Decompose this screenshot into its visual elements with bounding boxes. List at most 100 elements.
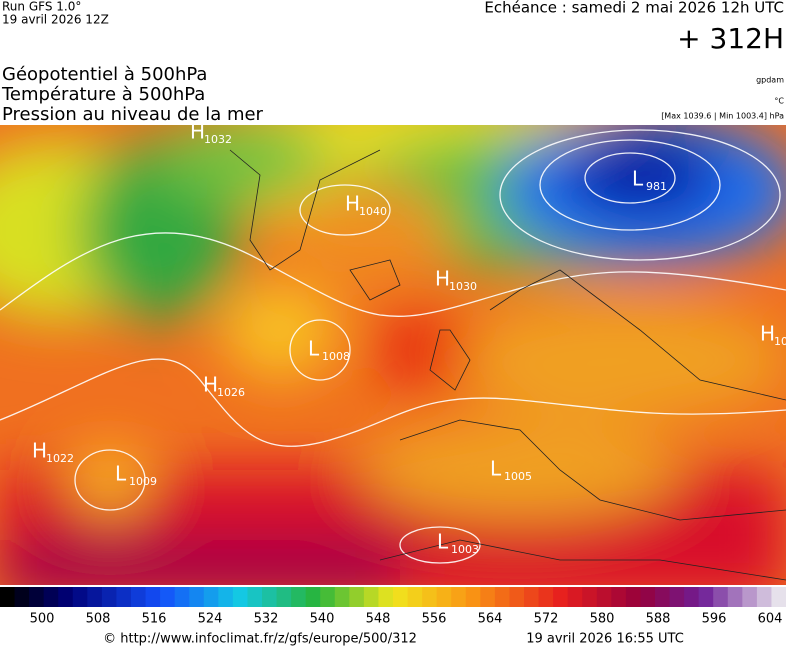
colorbar-tick-label: 540 [310, 612, 335, 627]
colorbar-swatch [611, 587, 627, 607]
colorbar-swatch [276, 587, 292, 607]
pressure-letter: H [760, 322, 775, 346]
pressure-letter: H [203, 373, 218, 397]
colorbar-swatch [14, 587, 30, 607]
forecast-time: Echéance : samedi 2 mai 2026 12h UTC [484, 0, 784, 17]
colorbar-swatch [116, 587, 132, 607]
pressure-letter: H [32, 439, 47, 463]
colorbar-tick-label: 564 [478, 612, 503, 627]
colorbar-tick-label: 516 [142, 612, 167, 627]
pressure-value: 102 [774, 335, 786, 348]
pressure-value: 1008 [322, 350, 350, 363]
colorbar-swatch [524, 587, 540, 607]
colorbar-swatch [407, 587, 423, 607]
colorbar-swatch [756, 587, 772, 607]
colorbar-swatch [72, 587, 88, 607]
colorbar-swatch [582, 587, 598, 607]
colorbar-tick-label: 596 [702, 612, 727, 627]
colorbar-tick-label: 532 [254, 612, 279, 627]
colorbar-swatch [101, 587, 117, 607]
colorbar-swatch [393, 587, 409, 607]
pressure-letter: H [190, 120, 205, 144]
colorbar-tick-label: 500 [30, 612, 55, 627]
colorbar-swatch [451, 587, 467, 607]
colorbar-tick-label: 604 [758, 612, 783, 627]
pressure-value: 1005 [504, 470, 532, 483]
colorbar-swatch [553, 587, 569, 607]
colorbar-swatch [29, 587, 45, 607]
pressure-value: 1040 [359, 205, 387, 218]
pressure-letter: L [632, 167, 644, 191]
colorbar-swatch [334, 587, 350, 607]
pressure-letter: H [435, 267, 450, 291]
colorbar-swatch [363, 587, 379, 607]
pressure-letter: L [490, 457, 502, 481]
pressure-value: 1022 [46, 452, 74, 465]
colorbar-swatch [58, 587, 74, 607]
colorbar-swatch [378, 587, 394, 607]
colorbar-swatch [509, 587, 525, 607]
colorbar-swatch [291, 587, 307, 607]
colorbar-swatch [43, 587, 59, 607]
layer-title: Pression au niveau de la mer [2, 104, 264, 125]
colorbar-swatch [494, 587, 510, 607]
colorbar-swatch [480, 587, 496, 607]
colorbar-swatch [0, 587, 16, 607]
colorbar-swatch [160, 587, 176, 607]
colorbar-swatch [625, 587, 641, 607]
colorbar-swatch [203, 587, 219, 607]
colorbar-swatch [436, 587, 452, 607]
colorbar-swatch [174, 587, 190, 607]
colorbar-tick-label: 588 [646, 612, 671, 627]
colorbar-swatch [189, 587, 205, 607]
colorbar-swatch [596, 587, 612, 607]
unit-label: gpdam [756, 76, 784, 85]
colorbar-swatch [422, 587, 438, 607]
colorbar-swatch [305, 587, 321, 607]
colorbar-swatch [742, 587, 758, 607]
pressure-letter: L [115, 462, 127, 486]
pressure-value: 1003 [451, 543, 479, 556]
run-date: 19 avril 2026 12Z [2, 13, 109, 27]
colorbar-swatch [538, 587, 554, 607]
colorbar-swatch [218, 587, 234, 607]
pressure-letter: H [345, 192, 360, 216]
colorbar-swatch [567, 587, 583, 607]
colorbar-tick-label: 580 [590, 612, 615, 627]
colorbar-swatch [320, 587, 336, 607]
colorbar-swatch [713, 587, 729, 607]
colorbar-tick-label: 556 [422, 612, 447, 627]
colorbar-swatch [247, 587, 263, 607]
colorbar-swatch [262, 587, 278, 607]
colorbar-swatch [87, 587, 103, 607]
layer-title: Géopotentiel à 500hPa [2, 64, 207, 85]
colorbar-swatch [771, 587, 786, 607]
colorbar-tick-label: 508 [86, 612, 111, 627]
lead-time: + 312H [677, 22, 784, 55]
pressure-value: 1030 [449, 280, 477, 293]
pressure-value: 1009 [129, 475, 157, 488]
generated-time: 19 avril 2026 16:55 UTC [526, 632, 684, 647]
colorbar-swatch [684, 587, 700, 607]
unit-label: °C [774, 97, 784, 106]
colorbar-swatch [349, 587, 365, 607]
colorbar-tick-label: 572 [534, 612, 559, 627]
pressure-letter: L [437, 530, 449, 554]
pressure-value: 1026 [217, 386, 245, 399]
layer-title: Température à 500hPa [1, 84, 205, 105]
colorbar-swatch [727, 587, 743, 607]
colorbar-swatch [698, 587, 714, 607]
colorbar-tick-label: 524 [198, 612, 223, 627]
colorbar-swatch [145, 587, 161, 607]
colorbar-swatch [669, 587, 685, 607]
colorbar-swatch [655, 587, 671, 607]
colorbar-tick-label: 548 [366, 612, 391, 627]
colorbar-swatch [465, 587, 481, 607]
pressure-value: 1032 [204, 133, 232, 146]
colorbar-swatch [131, 587, 147, 607]
unit-label: [Max 1039.6 | Min 1003.4] hPa [661, 112, 784, 121]
colorbar-swatch [640, 587, 656, 607]
pressure-letter: L [308, 337, 320, 361]
